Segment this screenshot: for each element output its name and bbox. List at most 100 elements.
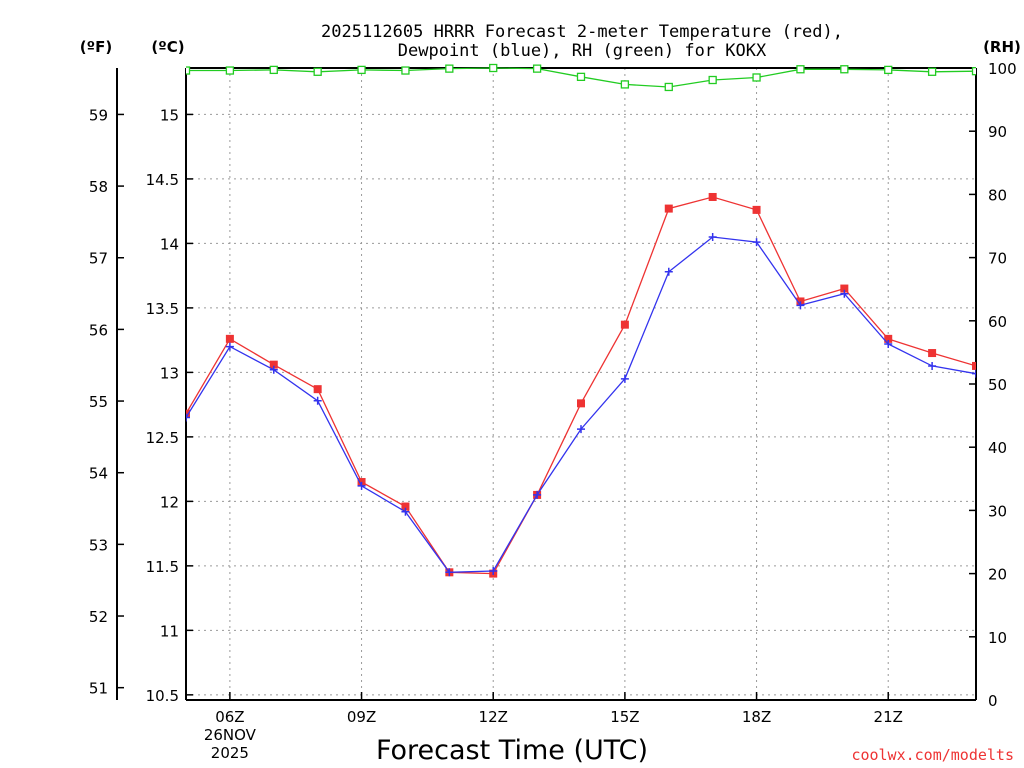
fahrenheit-tick-label: 51	[89, 680, 108, 698]
series-dewpoint-point	[884, 340, 893, 349]
series-rh-point	[489, 63, 498, 73]
rh-tick-label: 70	[988, 250, 1007, 268]
series-rh-point	[664, 82, 673, 92]
x-tick-label: 09Z	[347, 708, 376, 726]
rh-tick-label: 30	[988, 502, 1007, 520]
series-layer	[186, 63, 976, 578]
series-temperature-point	[752, 205, 761, 214]
chart-title-line-1: 2025112605 HRRR Forecast 2-meter Tempera…	[321, 22, 843, 42]
series-rh-point	[532, 64, 542, 73]
series-rh-point	[445, 64, 454, 73]
series-dewpoint-point	[225, 342, 234, 351]
rh-tick-label: 100	[988, 60, 1017, 78]
series-dewpoint-point	[708, 232, 717, 241]
series-rh-group	[186, 63, 976, 92]
celsius-tick-label: 11.5	[146, 558, 179, 576]
fahrenheit-tick-label: 56	[89, 321, 108, 339]
series-temperature-group	[186, 192, 976, 578]
series-dewpoint-point	[313, 396, 322, 405]
series-dewpoint-point	[357, 481, 366, 490]
series-rh-point	[796, 65, 805, 74]
series-dewpoint-group	[186, 232, 976, 577]
fahrenheit-tick-label: 59	[89, 106, 108, 124]
series-dewpoint-point	[186, 413, 190, 422]
rh-tick-label: 10	[988, 629, 1007, 647]
series-temperature-point	[708, 192, 717, 201]
gridlines	[186, 68, 976, 700]
x-tick-sublabel: 26NOV	[204, 726, 257, 744]
series-rh-point	[840, 65, 849, 74]
series-dewpoint-point	[928, 361, 937, 370]
series-dewpoint-point	[752, 238, 761, 247]
series-rh-point	[269, 65, 278, 75]
fahrenheit-tick-label: 54	[89, 465, 108, 483]
celsius-tick-label: 15	[160, 106, 179, 124]
chart-title: 2025112605 HRRR Forecast 2-meter Tempera…	[321, 22, 843, 61]
series-temperature-point	[225, 334, 234, 343]
rh-tick-label: 0	[988, 692, 998, 710]
celsius-unit-label: (ºC)	[151, 38, 184, 56]
x-tick-label: 12Z	[479, 708, 508, 726]
series-temperature-point	[972, 361, 976, 370]
series-dewpoint-point	[972, 369, 976, 378]
series-rh-point	[357, 65, 366, 75]
series-temperature-point	[928, 349, 937, 358]
fahrenheit-tick-label: 55	[89, 393, 108, 411]
fahrenheit-unit-label: (ºF)	[80, 38, 112, 56]
series-dewpoint-point	[401, 507, 410, 516]
fahrenheit-tick-label: 57	[89, 250, 108, 268]
series-rh-point	[225, 66, 235, 75]
series-rh-point	[401, 66, 410, 75]
x-axis-label: Forecast Time (UTC)	[376, 735, 648, 766]
series-dewpoint-point	[533, 490, 542, 499]
series-dewpoint-point	[620, 374, 629, 383]
x-tick-label: 18Z	[742, 708, 771, 726]
series-temperature-point	[840, 284, 849, 293]
series-temperature-line	[186, 196, 976, 575]
x-tick-label: 06Z	[215, 708, 244, 726]
celsius-tick-label: 11	[160, 622, 179, 640]
series-rh-point	[313, 67, 322, 76]
rh-tick-label: 90	[988, 123, 1007, 141]
celsius-tick-label: 14	[160, 235, 179, 253]
rh-unit-label: (RH)	[983, 38, 1021, 56]
series-rh-point	[620, 80, 630, 89]
series-temperature-point	[401, 502, 410, 511]
series-dewpoint-point	[796, 301, 805, 310]
series-temperature-point	[620, 320, 629, 329]
rh-tick-label: 40	[988, 439, 1007, 457]
series-dewpoint-point	[269, 365, 278, 374]
x-tick-label: 15Z	[610, 708, 639, 726]
rh-tick-label: 50	[988, 376, 1007, 394]
celsius-tick-label: 10.5	[146, 687, 179, 705]
series-temperature-point	[313, 385, 322, 394]
series-dewpoint-point	[577, 425, 585, 434]
chart-title-line-2: Dewpoint (blue), RH (green) for KOKX	[398, 41, 767, 61]
series-temperature-point	[577, 399, 585, 408]
series-dewpoint-point	[445, 568, 454, 577]
series-dewpoint-point	[489, 567, 498, 576]
axes	[116, 67, 977, 701]
series-rh-point	[927, 67, 937, 76]
tick-labels: 10.5 11 11.5 12 12.5 13 13.5 14 14.5 15 51 52 53 54 55…	[89, 60, 1017, 762]
fahrenheit-tick-label: 53	[89, 536, 108, 554]
series-rh-point	[752, 73, 761, 82]
series-rh-point	[884, 65, 893, 75]
rh-tick-label: 20	[988, 566, 1007, 584]
series-rh-point	[186, 66, 191, 75]
celsius-tick-label: 13	[160, 364, 179, 382]
celsius-tick-label: 12	[160, 493, 179, 511]
credit-text: coolwx.com/modelts	[851, 746, 1014, 764]
celsius-tick-label: 13.5	[146, 300, 179, 318]
fahrenheit-tick-label: 52	[89, 608, 108, 626]
series-dewpoint-point	[664, 267, 673, 276]
rh-tick-label: 60	[988, 313, 1007, 331]
celsius-tick-label: 14.5	[146, 171, 179, 189]
celsius-tick-label: 12.5	[146, 429, 179, 447]
series-rh-point	[576, 72, 586, 81]
series-rh-point	[708, 75, 717, 85]
fahrenheit-tick-label: 58	[89, 178, 108, 196]
rh-tick-label: 80	[988, 186, 1007, 204]
x-tick-label: 21Z	[874, 708, 903, 726]
